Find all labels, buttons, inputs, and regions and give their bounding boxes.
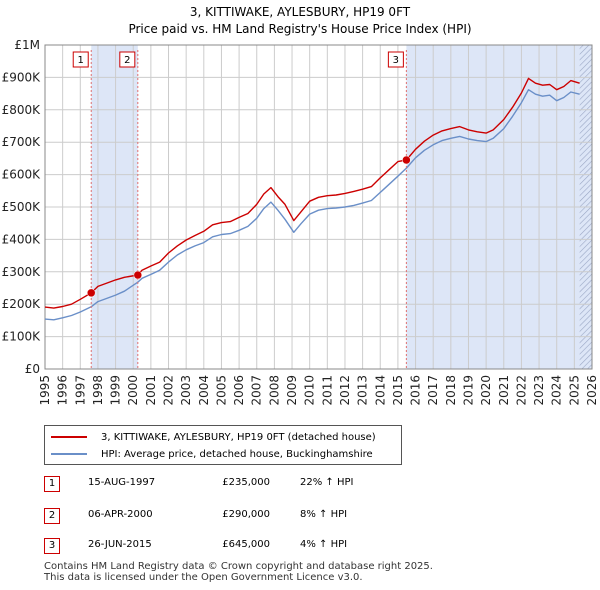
sale-row: 1 15-AUG-1997 £235,000 22% ↑ HPI: [44, 474, 464, 494]
chart-title-line1: 3, KITTIWAKE, AYLESBURY, HP19 0FT: [189, 5, 411, 19]
x-tick-label: 2017: [426, 375, 440, 406]
hpi-series-line: [44, 89, 580, 321]
legend-swatch-price: [51, 436, 87, 438]
x-tick-label: 2010: [303, 375, 317, 406]
x-tick-label: 2018: [444, 375, 458, 406]
sale-row: 3 26-JUN-2015 £645,000 4% ↑ HPI: [44, 536, 464, 556]
x-tick-label: 1995: [38, 375, 52, 406]
y-tick-label: £200K: [2, 297, 42, 311]
x-tick-label: 1999: [109, 375, 123, 406]
sale-price: £235,000: [222, 477, 270, 488]
chart-subtitle: Price paid vs. HM Land Registry's House …: [128, 22, 472, 36]
x-tick-label: 2004: [197, 375, 211, 406]
x-tick-label: 2024: [550, 375, 564, 406]
y-tick-label: £900K: [2, 70, 42, 84]
y-tick-label: £0: [25, 362, 40, 376]
x-tick-label: 2021: [497, 375, 511, 406]
x-tick-label: 2013: [356, 375, 370, 406]
x-tick-label: 2007: [250, 375, 264, 406]
sale-date: 06-APR-2000: [88, 509, 153, 520]
sale-hpi-diff: 4% ↑ HPI: [300, 539, 348, 550]
sale-date: 26-JUN-2015: [88, 539, 152, 550]
y-tick-label: £700K: [2, 135, 42, 149]
x-tick-label: 2014: [373, 375, 387, 406]
x-tick-label: 2005: [214, 375, 228, 406]
x-tick-label: 2009: [285, 375, 299, 406]
sale-row: 2 06-APR-2000 £290,000 8% ↑ HPI: [44, 506, 464, 526]
sale-price: £645,000: [222, 539, 270, 550]
sale-hpi-diff: 8% ↑ HPI: [300, 509, 348, 520]
footer-line2: This data is licensed under the Open Gov…: [44, 572, 363, 583]
x-tick-label: 2006: [232, 375, 246, 406]
sale-marker-label: 1: [78, 55, 84, 66]
x-tick-label: 2026: [585, 375, 599, 406]
x-tick-label: 2022: [514, 375, 528, 406]
x-tick-label: 1998: [91, 375, 105, 406]
legend-item-price: 3, KITTIWAKE, AYLESBURY, HP19 0FT (detac…: [51, 429, 376, 445]
footer-line1: Contains HM Land Registry data © Crown c…: [44, 561, 433, 572]
sale-marker-label: 3: [393, 55, 399, 66]
legend-item-hpi: HPI: Average price, detached house, Buck…: [51, 446, 373, 462]
sale-number-badge: 3: [44, 538, 60, 554]
sale-marker-label: 2: [124, 55, 130, 66]
sale-date: 15-AUG-1997: [88, 477, 156, 488]
x-tick-label: 1997: [73, 375, 87, 406]
y-tick-label: £100K: [2, 330, 42, 344]
sale-number-badge: 1: [44, 476, 60, 492]
x-tick-label: 2000: [126, 375, 140, 406]
sale-marker-badge: [387, 51, 404, 68]
chart-legend: 3, KITTIWAKE, AYLESBURY, HP19 0FT (detac…: [44, 425, 402, 465]
legend-swatch-hpi: [51, 453, 87, 455]
sale-point: [86, 288, 96, 298]
x-tick-label: 2003: [179, 375, 193, 406]
y-tick-label: £500K: [2, 200, 42, 214]
x-tick-label: 2008: [267, 375, 281, 406]
y-tick-label: £300K: [2, 265, 42, 279]
price-chart: £0 £100K £200K £300K £400K £500K £600K £700K £80…: [2, 38, 599, 406]
sale-point: [133, 270, 143, 280]
x-tick-label: 2020: [479, 375, 493, 406]
sale-marker-badge: [72, 51, 89, 68]
copyright-footer: Contains HM Land Registry data © Crown c…: [44, 561, 433, 583]
x-tick-label: 2025: [567, 375, 581, 406]
x-tick-label: 1996: [56, 375, 70, 406]
y-tick-label: £800K: [2, 103, 42, 117]
legend-label-hpi: HPI: Average price, detached house, Buck…: [101, 448, 373, 460]
x-tick-label: 2001: [144, 375, 158, 406]
sale-marker-badge: [119, 51, 136, 68]
sale-hpi-diff: 22% ↑ HPI: [300, 477, 354, 488]
sale-number-badge: 2: [44, 508, 60, 524]
y-tick-label: £400K: [2, 232, 42, 246]
y-tick-label: £600K: [2, 168, 42, 182]
chart-title: 3, KITTIWAKE, AYLESBURY, HP19 0FT Price …: [0, 4, 600, 38]
y-tick-label: £1M: [14, 38, 40, 52]
x-tick-label: 2002: [162, 375, 176, 406]
sale-point: [402, 155, 411, 165]
plot-border: [44, 44, 593, 370]
x-tick-label: 2015: [391, 375, 405, 406]
x-tick-label: 2011: [320, 375, 334, 406]
sale-price: £290,000: [222, 509, 270, 520]
x-tick-label: 2012: [338, 375, 352, 406]
legend-label-price: 3, KITTIWAKE, AYLESBURY, HP19 0FT (detac…: [101, 431, 376, 443]
x-tick-label: 2016: [409, 375, 423, 406]
x-tick-label: 2019: [461, 375, 475, 406]
x-tick-label: 2023: [532, 375, 546, 406]
